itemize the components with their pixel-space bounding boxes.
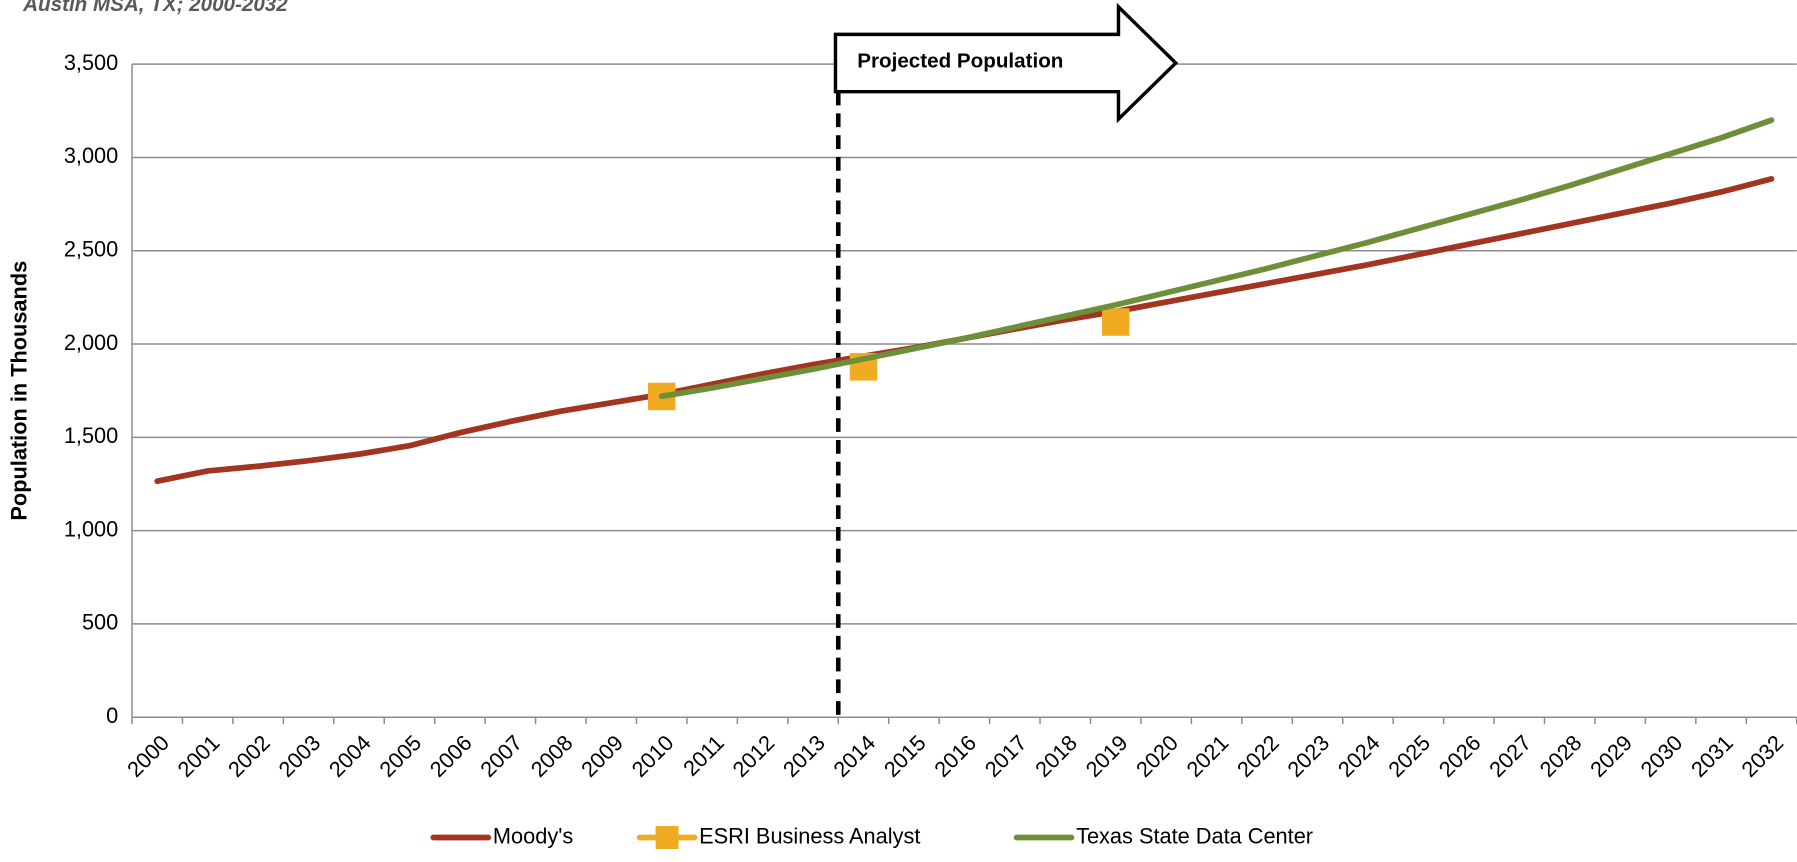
y-tick-label: 1,000 [64,516,118,541]
x-tick-label: 2024 [1333,730,1385,782]
x-tick-label: 2007 [475,730,527,782]
x-tick-label: 2019 [1081,730,1133,782]
x-tick-label: 2003 [273,730,325,782]
x-tick-label: 2023 [1282,730,1334,782]
x-tick-label: 2020 [1131,730,1183,782]
series-line [154,176,1775,485]
x-tick-label: 2014 [828,730,880,782]
x-tick-label: 2000 [122,730,174,782]
x-tick-label: 2030 [1636,730,1688,782]
marker [1101,308,1130,336]
x-tick-label: 2008 [526,730,578,782]
x-tick-label: 2026 [1434,730,1486,782]
x-tick-label: 2004 [324,730,376,782]
y-tick-label: 1,500 [64,423,118,448]
y-tick-label: 3,000 [64,143,118,168]
x-tick-label: 2025 [1383,730,1435,782]
legend-label: Moody's [493,823,573,848]
y-tick-label: 500 [82,610,118,635]
series-line [658,117,1775,400]
x-tick-label: 2016 [929,730,981,782]
x-tick-label: 2011 [678,730,729,781]
annotation: Projected Population [857,49,1063,72]
x-tick-label: 2029 [1585,730,1637,782]
legend-marker [655,826,679,849]
y-tick-label: 2,000 [64,330,118,355]
x-tick-label: 2012 [727,730,779,782]
y-tick-label: 2,500 [64,236,118,261]
x-tick-label: 2028 [1535,730,1587,782]
x-tick-label: 2001 [173,730,225,782]
x-tick-label: 2027 [1484,730,1536,782]
x-tick-label: 2022 [1232,730,1284,782]
y-tick-label: 3,500 [64,50,118,75]
x-tick-label: 2013 [778,730,830,782]
x-tick-label: 2005 [374,730,426,782]
y-axis-label: Population in Thousands [7,261,32,521]
x-tick-label: 2015 [879,730,931,782]
x-tick-label: 2021 [1181,730,1233,782]
x-tick-label: 2018 [1030,730,1082,782]
x-tick-label: 2010 [627,730,679,782]
y-tick-label: 0 [106,703,118,728]
x-tick-label: 2031 [1686,730,1738,782]
legend-label: Texas State Data Center [1076,823,1313,848]
x-tick-label: 2017 [980,730,1032,782]
chart-title: Austin MSA, TX; 2000-2032 [22,0,288,16]
projection-arrow: Projected Population [833,2,1179,124]
x-tick-label: 2002 [223,730,275,782]
x-tick-label: 2006 [425,730,477,782]
x-tick-label: 2009 [576,730,628,782]
x-tick-label: 2032 [1736,730,1788,782]
legend-label: ESRI Business Analyst [699,823,920,848]
